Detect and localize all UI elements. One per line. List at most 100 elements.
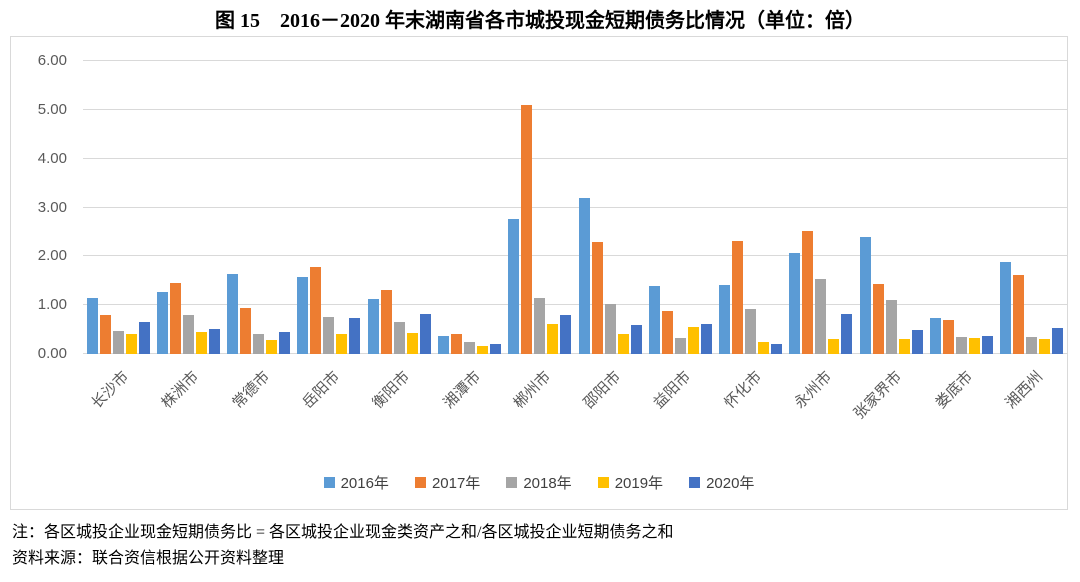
bar-益阳市-2017年	[661, 311, 673, 354]
bar-岳阳市-2017年	[310, 267, 322, 354]
bar-长沙市-2019年	[125, 333, 137, 354]
bar-郴州市-2016年	[508, 219, 520, 354]
bar-湘西州-2019年	[1039, 339, 1051, 354]
bar-衡阳市-2017年	[380, 289, 392, 354]
bar-株洲市-2017年	[169, 283, 181, 354]
bar-张家界市-2020年	[911, 330, 923, 354]
bar-郴州市-2017年	[521, 104, 533, 354]
bar-邵阳市-2019年	[617, 333, 629, 354]
bar-娄底市-2017年	[943, 320, 955, 354]
bar-长沙市-2018年	[112, 330, 124, 354]
bar-怀化市-2019年	[758, 341, 770, 354]
bar-group-湘潭市	[434, 61, 504, 354]
bar-邵阳市-2016年	[578, 198, 590, 354]
bar-湘潭市-2018年	[464, 342, 476, 354]
bar-group-岳阳市	[294, 61, 364, 354]
legend-item-2017年: 2017年	[414, 472, 481, 493]
bar-永州市-2018年	[815, 278, 827, 354]
bar-岳阳市-2018年	[323, 317, 335, 354]
chart-area: 0.00 1.00 2.00 3.00 4.00 5.00 6.00 长沙市 株洲市 常德市 岳阳…	[10, 36, 1068, 510]
bar-邵阳市-2017年	[591, 241, 603, 354]
bar-常德市-2019年	[266, 339, 278, 354]
bar-group-张家界市	[856, 61, 926, 354]
bar-湘西州-2020年	[1052, 328, 1064, 354]
bar-group-益阳市	[645, 61, 715, 354]
legend-swatch-icon	[506, 477, 518, 488]
bar-益阳市-2020年	[700, 323, 712, 354]
bar-岳阳市-2020年	[349, 318, 361, 354]
y-tick-label: 0.00	[37, 345, 67, 362]
bar-常德市-2017年	[240, 307, 252, 354]
bar-长沙市-2020年	[138, 322, 150, 354]
bar-株洲市-2016年	[156, 291, 168, 354]
bar-张家界市-2019年	[898, 338, 910, 354]
bar-永州市-2020年	[841, 314, 853, 354]
bar-长沙市-2016年	[86, 297, 98, 354]
bar-永州市-2019年	[828, 338, 840, 354]
bar-永州市-2016年	[789, 253, 801, 354]
bar-娄底市-2018年	[956, 336, 968, 354]
chart-source: 资料来源：联合资信根据公开资料整理	[12, 550, 285, 567]
bar-益阳市-2018年	[674, 338, 686, 354]
bar-怀化市-2017年	[732, 240, 744, 354]
bar-湘西州-2017年	[1013, 274, 1025, 354]
bar-group-株洲市	[153, 61, 223, 354]
bar-湘潭市-2019年	[477, 345, 489, 354]
legend-label: 2018年	[523, 475, 572, 492]
bar-怀化市-2016年	[719, 285, 731, 354]
bar-邵阳市-2018年	[604, 304, 616, 354]
bar-group-湘西州	[997, 61, 1067, 354]
bar-娄底市-2019年	[969, 338, 981, 354]
bar-娄底市-2020年	[982, 336, 994, 354]
legend-label: 2019年	[614, 475, 664, 492]
bar-长沙市-2017年	[99, 314, 111, 354]
bar-益阳市-2019年	[687, 327, 699, 354]
bar-张家界市-2017年	[872, 283, 884, 354]
y-axis: 0.00 1.00 2.00 3.00 4.00 5.00 6.00	[19, 53, 75, 362]
legend-item-2020年: 2020年	[689, 472, 754, 493]
legend-label: 2016年	[340, 475, 389, 492]
x-axis: 长沙市 株洲市 常德市 岳阳市 衡阳市 湘潭市 郴州市 邵阳市 益阳市 怀化市 永州市 张家界市 娄底市…	[83, 354, 1067, 454]
legend: 2016年 2017年 2018年 2019年 2020年	[11, 472, 1067, 493]
bar-株洲市-2019年	[195, 332, 207, 354]
y-tick-label: 3.00	[37, 198, 67, 216]
gridline	[83, 157, 1067, 159]
plot-area	[83, 60, 1067, 354]
legend-item-2018年: 2018年	[506, 472, 572, 493]
bar-郴州市-2018年	[534, 298, 546, 354]
bar-group-娄底市	[926, 61, 996, 354]
gridline	[83, 206, 1067, 208]
bar-永州市-2017年	[802, 231, 814, 354]
bar-邵阳市-2020年	[630, 324, 642, 354]
bar-衡阳市-2016年	[367, 298, 379, 354]
y-tick-label: 4.00	[37, 149, 67, 167]
bar-常德市-2016年	[227, 273, 239, 354]
bar-张家界市-2018年	[885, 300, 897, 354]
gridline	[83, 60, 1067, 61]
gridline	[83, 255, 1067, 257]
bar-郴州市-2020年	[560, 315, 572, 354]
legend-item-2016年: 2016年	[323, 472, 389, 493]
y-tick-label: 2.00	[37, 247, 67, 265]
chart-note: 注：各区城投企业现金短期债务比 = 各区城投企业现金类资产之和/各区城投企业短期…	[12, 524, 674, 541]
bar-怀化市-2018年	[745, 308, 757, 354]
legend-swatch-icon	[323, 477, 335, 488]
bar-郴州市-2019年	[547, 323, 559, 354]
bar-group-长沙市	[83, 61, 153, 354]
bar-常德市-2020年	[279, 331, 291, 354]
bar-岳阳市-2016年	[297, 276, 309, 354]
bar-湘潭市-2020年	[490, 344, 502, 354]
gridline	[83, 353, 1067, 354]
gridline	[83, 304, 1067, 306]
bar-衡阳市-2020年	[419, 313, 431, 354]
bar-湘潭市-2017年	[451, 334, 463, 354]
legend-swatch-icon	[597, 477, 609, 488]
legend-label: 2017年	[431, 475, 481, 492]
bar-group-邵阳市	[575, 61, 645, 354]
bar-湘西州-2018年	[1026, 336, 1038, 354]
legend-label: 2020年	[706, 475, 755, 492]
bar-group-永州市	[786, 61, 856, 354]
bar-怀化市-2020年	[771, 344, 783, 354]
chart-title: 图 15 2016－2020 年末湖南省各市城投现金短期债务比情况（单位：倍）	[215, 10, 865, 32]
y-tick-label: 5.00	[37, 100, 67, 118]
